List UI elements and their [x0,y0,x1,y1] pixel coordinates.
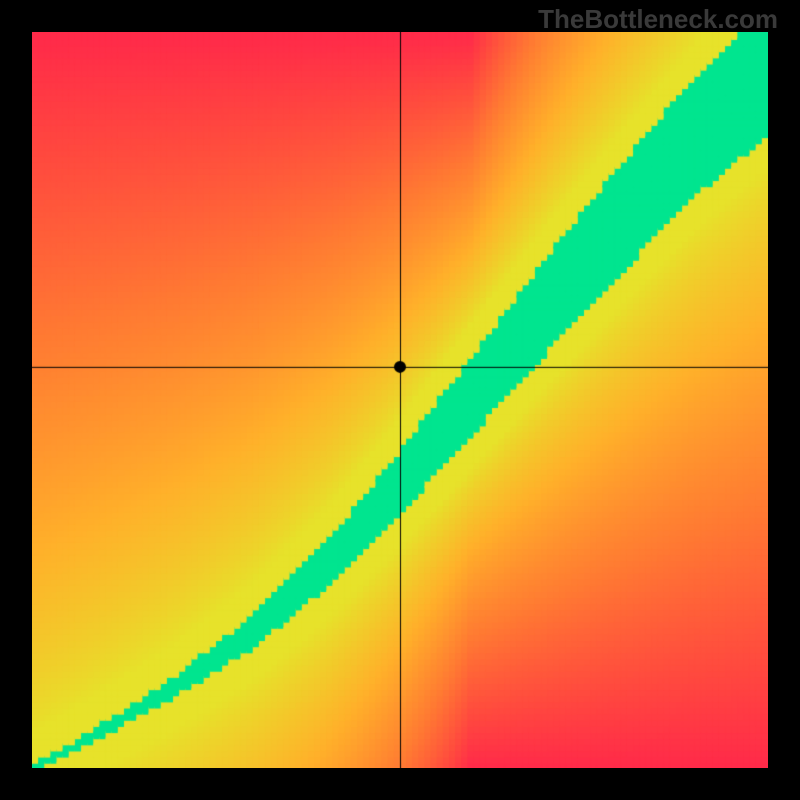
chart-container: TheBottleneck.com [0,0,800,800]
bottleneck-heatmap [32,32,768,768]
source-watermark: TheBottleneck.com [538,4,778,35]
